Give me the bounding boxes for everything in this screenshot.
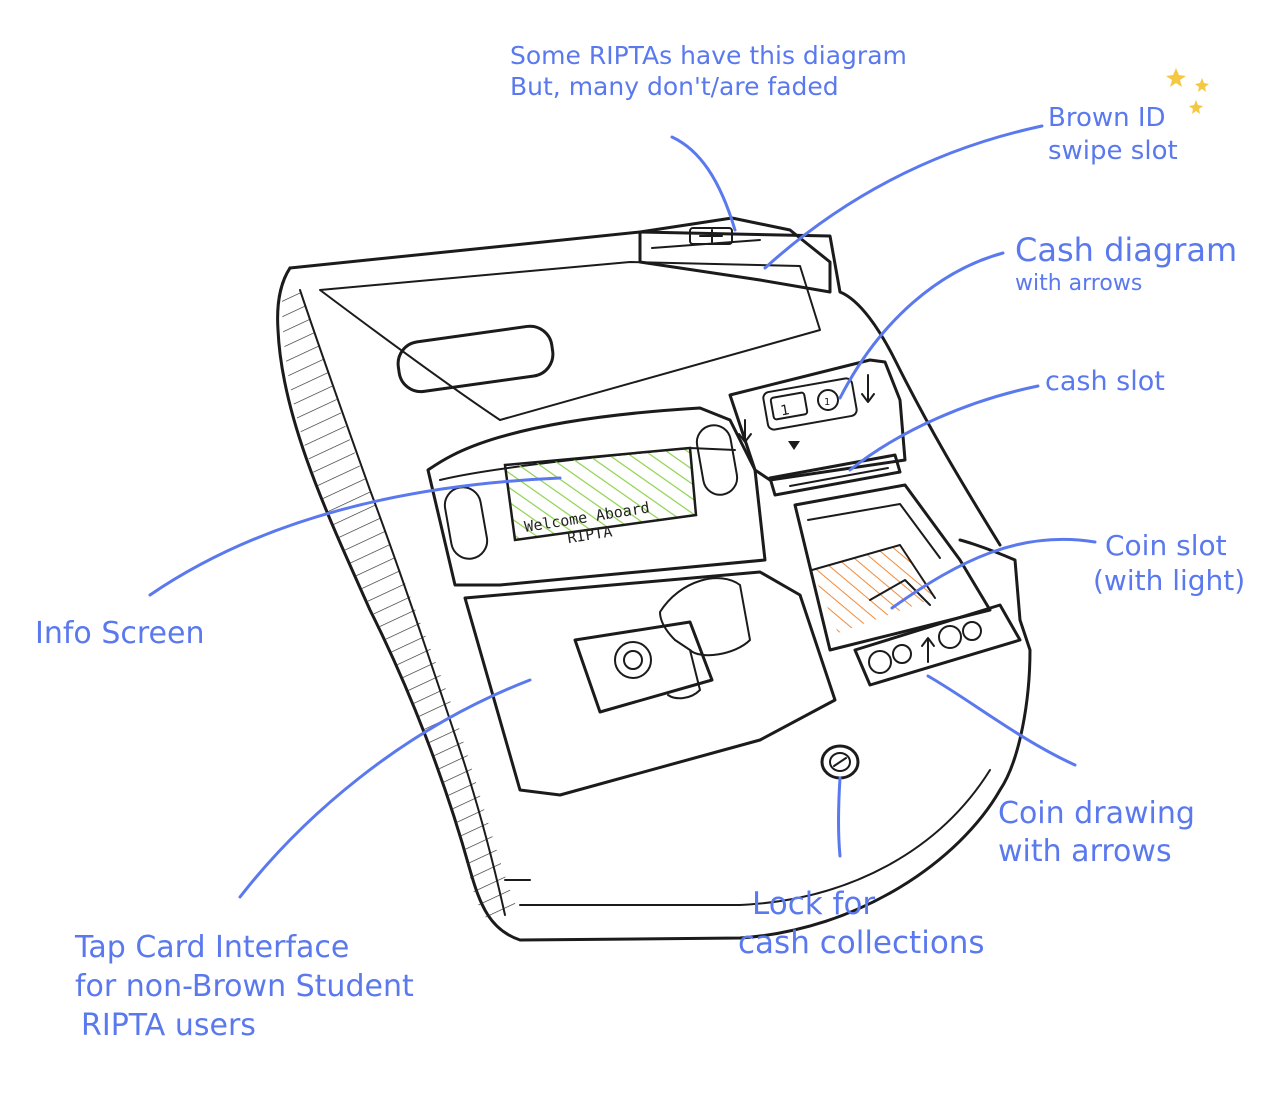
annotation-tap-card-line1: Tap Card Interface: [75, 930, 350, 965]
annotation-tap-card-line3: RIPTA users: [81, 1008, 256, 1043]
coin-drawing-panel: [853, 603, 1022, 687]
annotation-top-note-line1: Some RIPTAs have this diagram: [510, 41, 907, 70]
annotation-cash-slot: cash slot: [1045, 365, 1165, 399]
annotation-info-screen-line1: Info Screen: [35, 616, 205, 651]
sparkle-icon: [1166, 68, 1209, 114]
annotation-cash-diagram-line2: with arrows: [1015, 271, 1143, 296]
leader-lock: [837, 776, 842, 858]
info-screen: Welcome Aboard RIPTA: [503, 446, 698, 547]
fare-box-body: [276, 230, 1032, 942]
annotation-tap-card: Tap Card Interface for non-Brown Student…: [75, 928, 414, 1045]
slot-marker-triangle: [788, 441, 800, 450]
annotation-coin-drawing-line1: Coin drawing: [998, 796, 1195, 831]
annotation-cash-slot-line1: cash slot: [1045, 366, 1165, 397]
annotation-lock-line1: Lock for: [752, 886, 876, 922]
coin-icon: 1: [817, 389, 839, 411]
annotation-cash-diagram: Cash diagram with arrows: [1015, 230, 1237, 298]
annotation-top-note: Some RIPTAs have this diagram But, many …: [510, 40, 907, 103]
leader-info-screen: [148, 476, 562, 597]
card-swipe-icon: [689, 227, 733, 245]
leader-cash-slot: [848, 384, 1040, 472]
annotation-tap-card-line2: for non-Brown Student: [75, 969, 414, 1004]
leader-tap-card: [238, 678, 532, 899]
annotation-lock: Lock for cash collections: [738, 885, 985, 963]
svg-text:1: 1: [779, 402, 791, 419]
annotation-top-note-line2: But, many don't/are faded: [510, 72, 839, 102]
annotation-lock-line2: cash collections: [738, 924, 985, 961]
hand-icon: [659, 577, 751, 700]
annotation-brown-id-line1: Brown ID: [1048, 103, 1166, 133]
coin-slot-light: [812, 545, 935, 633]
annotation-brown-id-line2: swipe slot: [1048, 135, 1178, 166]
leader-top-note: [670, 135, 737, 232]
leader-brown-id: [763, 124, 1044, 270]
annotation-coin-slot-line1: Coin slot: [1105, 529, 1227, 562]
annotation-info-screen: Info Screen: [35, 615, 204, 653]
annotation-coin-slot-line2: (with light): [1093, 564, 1246, 597]
leader-coin-drawing: [926, 674, 1077, 767]
svg-text:1: 1: [824, 397, 830, 408]
bill-icon: 1: [769, 391, 809, 421]
cash-section: 1 1: [728, 358, 907, 497]
up-arrow-icon: [921, 637, 935, 663]
leader-cash-diagram: [838, 251, 1005, 400]
annotation-coin-drawing: Coin drawing with arrows: [998, 795, 1195, 870]
annotation-coin-slot: Coin slot (with light): [1093, 528, 1245, 598]
annotation-cash-diagram-line1: Cash diagram: [1015, 231, 1238, 269]
tap-card-panel: [463, 570, 837, 797]
cash-slot: [768, 453, 902, 497]
tap-card-icon: [573, 620, 714, 714]
cash-diagram: 1 1: [738, 374, 875, 450]
annotation-coin-drawing-line2: with arrows: [998, 833, 1172, 869]
leader-coin-slot: [890, 537, 1097, 610]
annotation-brown-id: Brown ID swipe slot: [1048, 102, 1178, 167]
coin-slot-area: [793, 483, 992, 652]
down-arrow-icon: [738, 374, 875, 443]
coin-arrow-icons: [868, 621, 982, 674]
brown-id-swipe-slot: [638, 216, 832, 294]
leader-lines: [148, 124, 1097, 899]
lock-icon: [820, 744, 860, 780]
